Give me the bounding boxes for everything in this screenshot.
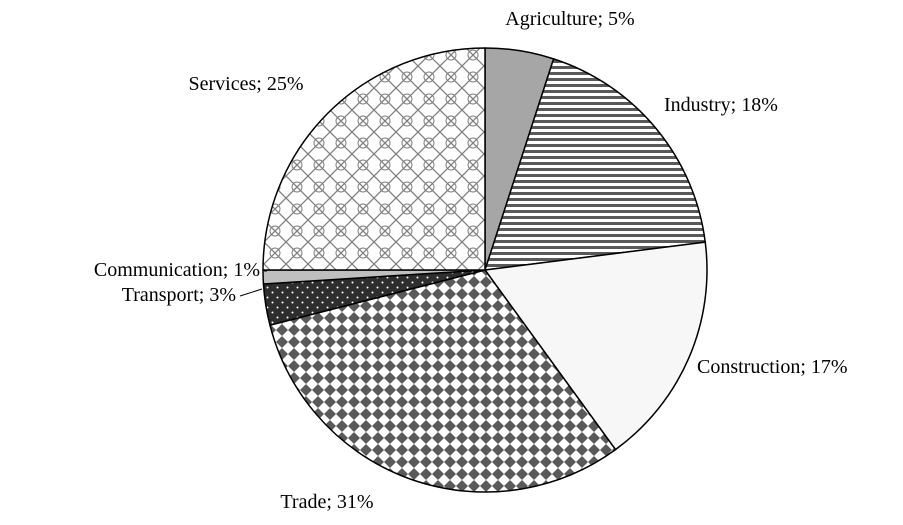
slice-value-label: 25% [267, 73, 304, 95]
slice-value-label: 18% [741, 94, 778, 116]
slice-category: Transport [122, 284, 199, 306]
pie-slice [484, 58, 706, 271]
slice-value-label: 5% [608, 8, 635, 30]
slice-value-label: 17% [811, 356, 848, 378]
pie-slice [262, 47, 486, 271]
slices [262, 47, 708, 493]
pie-slice [269, 269, 617, 493]
label-separator: ; [326, 491, 337, 513]
label-separator: ; [597, 8, 608, 30]
slice-category: Construction [697, 356, 800, 378]
label-separator: ; [199, 284, 210, 306]
pie-slice [484, 241, 708, 451]
slice-category: Agriculture [505, 8, 597, 30]
label-separator: ; [731, 94, 742, 116]
slice-label: Construction; 17% [697, 356, 848, 378]
leader-line [239, 288, 263, 297]
label-separator: ; [223, 259, 234, 281]
slice-label: Agriculture; 5% [505, 8, 634, 30]
slice-label: Communication; 1% [94, 259, 260, 281]
slice-value-label: 31% [337, 491, 374, 513]
slice-value-label: 1% [233, 259, 260, 281]
label-separator: ; [256, 73, 267, 95]
labels: Agriculture; 5% Industry; 18% Construction… [94, 8, 848, 513]
slice-label: Industry; 18% [664, 94, 778, 116]
label-separator: ; [800, 356, 811, 378]
slice-category: Communication [94, 259, 223, 281]
slice-value-label: 3% [209, 284, 236, 306]
slice-category: Services [189, 73, 257, 95]
slice-label: Services; 25% [189, 73, 304, 95]
slice-category: Industry [664, 94, 731, 116]
slice-label: Transport; 3% [122, 284, 236, 306]
slice-category: Trade [280, 491, 326, 513]
slice-label: Trade; 31% [280, 491, 373, 513]
